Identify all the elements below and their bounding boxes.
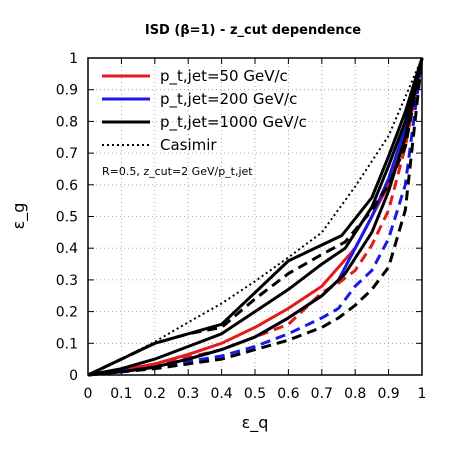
legend: p_t,jet=50 GeV/c p_t,jet=200 GeV/c p_t,jet…: [102, 67, 307, 154]
x-tick-label: 0.3: [177, 386, 199, 402]
series-line-9: [87, 57, 424, 377]
x-tick-label: 1: [418, 386, 427, 402]
y-tick-label: 0.5: [56, 210, 78, 226]
annotation: R=0.5, z_cut=2 GeV/p_t,jet: [102, 165, 253, 178]
x-tick-label: 0.2: [144, 386, 166, 402]
y-tick-label: 0.1: [56, 336, 78, 352]
y-tick-label: 0: [69, 368, 78, 384]
x-tick-label: 0.7: [311, 386, 333, 402]
legend-label: Casimir: [160, 136, 217, 154]
series-layer: [87, 57, 424, 377]
x-tick-label: 0.5: [244, 386, 266, 402]
y-axis-label: ε_g: [9, 203, 29, 230]
y-tick-label: 0.8: [56, 114, 78, 130]
x-tick-label: 0.1: [110, 386, 132, 402]
x-tick-label: 0.9: [377, 386, 399, 402]
y-tick-label: 0.6: [56, 178, 78, 194]
y-tick-label: 0.9: [56, 83, 78, 99]
series-line-5: [87, 57, 424, 377]
y-tick-label: 0.7: [56, 146, 78, 162]
x-tick-label: 0.8: [344, 386, 366, 402]
legend-label: p_t,jet=200 GeV/c: [160, 90, 297, 109]
legend-label: p_t,jet=1000 GeV/c: [160, 113, 307, 132]
series-line-6: [87, 57, 424, 377]
x-ticks: 0 0.1 0.2 0.3 0.4 0.5 0.6 0.7 0.8 0.9 1: [84, 58, 427, 402]
y-tick-label: 0.3: [56, 273, 78, 289]
x-tick-label: 0.4: [210, 386, 232, 402]
grid: [88, 58, 422, 375]
chart-title: ISD (β=1) - z_cut dependence: [145, 23, 361, 38]
series-line-10: [87, 57, 423, 376]
x-axis-label: ε_q: [242, 413, 269, 433]
y-tick-label: 0.2: [56, 305, 78, 321]
series-line-8: [87, 57, 424, 377]
series-line-4: [87, 57, 424, 377]
y-tick-label: 0.4: [56, 241, 78, 257]
y-ticks: 0 0.1 0.2 0.3 0.4 0.5 0.6 0.7 0.8 0.9 1: [56, 51, 422, 384]
x-tick-label: 0.6: [277, 386, 299, 402]
y-tick-label: 1: [69, 51, 78, 67]
x-tick-label: 0: [84, 386, 93, 402]
legend-label: p_t,jet=50 GeV/c: [160, 67, 288, 86]
